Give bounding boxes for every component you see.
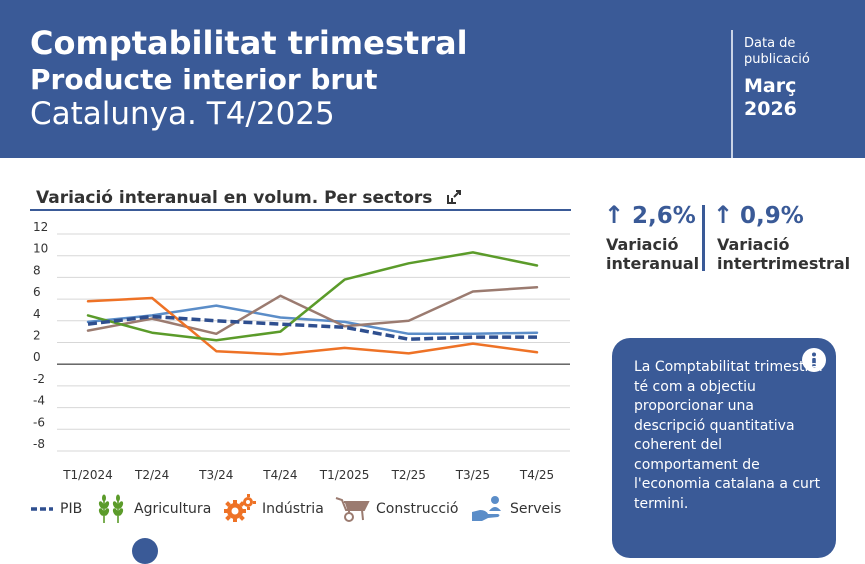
chart-title-text: Variació interanual en volum. Per sector… xyxy=(36,188,433,208)
x-tick-label: T1/2024 xyxy=(62,468,113,482)
wheelbarrow-icon xyxy=(335,497,370,522)
circle-icon xyxy=(132,538,158,564)
publication-date: Març 2026 xyxy=(744,75,797,120)
publication-label: Data de publicació xyxy=(744,36,810,67)
kpi-intertrimestral-value: 0,9% xyxy=(740,203,804,229)
pib-dash-icon xyxy=(31,507,53,511)
series-line-pib xyxy=(87,314,537,341)
legend-item-pib: PIB xyxy=(30,492,82,526)
chart-title: Variació interanual en volum. Per sector… xyxy=(36,188,462,208)
legend-label-construccio: Construcció xyxy=(376,501,459,517)
legend-label-pib: PIB xyxy=(60,501,83,517)
chart-title-rule xyxy=(30,209,571,211)
legend-label-agricultura: Agricultura xyxy=(134,501,212,517)
legend-item-construccio: Construcció xyxy=(334,492,458,526)
info-icon[interactable] xyxy=(801,347,827,373)
x-tick-label: T4/25 xyxy=(519,468,554,482)
gear-icon xyxy=(224,494,256,522)
y-tick-label: 2 xyxy=(33,329,41,343)
x-tick-label: T3/25 xyxy=(455,468,490,482)
series-line-industria xyxy=(86,296,539,356)
y-tick-label: 4 xyxy=(33,307,41,321)
kpi-divider xyxy=(702,205,705,271)
wheat-icon xyxy=(98,494,124,523)
y-tick-label: -2 xyxy=(33,372,45,386)
legend-item-serveis: Serveis xyxy=(470,492,561,526)
handshake-icon xyxy=(472,496,501,521)
kpi-interannual-value: 2,6% xyxy=(632,203,696,229)
series-line-agricultura xyxy=(86,251,539,342)
x-tick-label: T4/24 xyxy=(262,468,297,482)
x-tick-label: T1/2025 xyxy=(319,468,370,482)
series-line-construccio xyxy=(86,285,539,336)
info-text: La Comptabilitat trimestral té com a obj… xyxy=(634,359,823,512)
arrow-up-icon: ↑ xyxy=(713,201,734,229)
region-period: Catalunya. T4/2025 xyxy=(30,96,335,132)
page-title: Comptabilitat trimestral xyxy=(30,24,468,62)
x-tick-label: T2/24 xyxy=(134,468,169,482)
info-box: La Comptabilitat trimestral té com a obj… xyxy=(612,338,836,558)
header-divider xyxy=(731,30,733,158)
external-link-icon[interactable] xyxy=(446,189,462,205)
y-tick-label: 8 xyxy=(33,263,41,277)
arrow-up-icon: ↑ xyxy=(604,201,625,229)
sector-line-chart: 12 10 8 6 4 2 0 -2 -4 -6 -8 T1/2024 T2/24 T3/24 T4/24 T… xyxy=(33,220,570,482)
x-tick-label: T3/24 xyxy=(198,468,233,482)
y-tick-label: 10 xyxy=(33,242,48,256)
legend-label-serveis: Serveis xyxy=(510,501,562,517)
kpi-intertrimestral-label: Variació intertrimestral xyxy=(717,235,851,273)
legend-label-industria: Indústria xyxy=(262,501,324,517)
y-tick-label: -8 xyxy=(33,437,45,451)
y-tick-label: 12 xyxy=(33,220,48,234)
header-banner: Comptabilitat trimestral Producte interi… xyxy=(0,0,865,158)
y-tick-label: -4 xyxy=(33,394,45,408)
page-subtitle: Producte interior brut xyxy=(30,63,378,96)
kpi-interannual-label: Variació interanual xyxy=(606,235,700,273)
legend-item-agricultura: Agricultura xyxy=(96,492,211,526)
series-line-serveis xyxy=(86,304,539,336)
legend-item-industria: Indústria xyxy=(222,492,324,526)
x-tick-label: T2/25 xyxy=(391,468,426,482)
y-tick-label: 0 xyxy=(33,350,41,364)
y-tick-label: -6 xyxy=(33,415,45,429)
y-tick-label: 6 xyxy=(33,285,41,299)
